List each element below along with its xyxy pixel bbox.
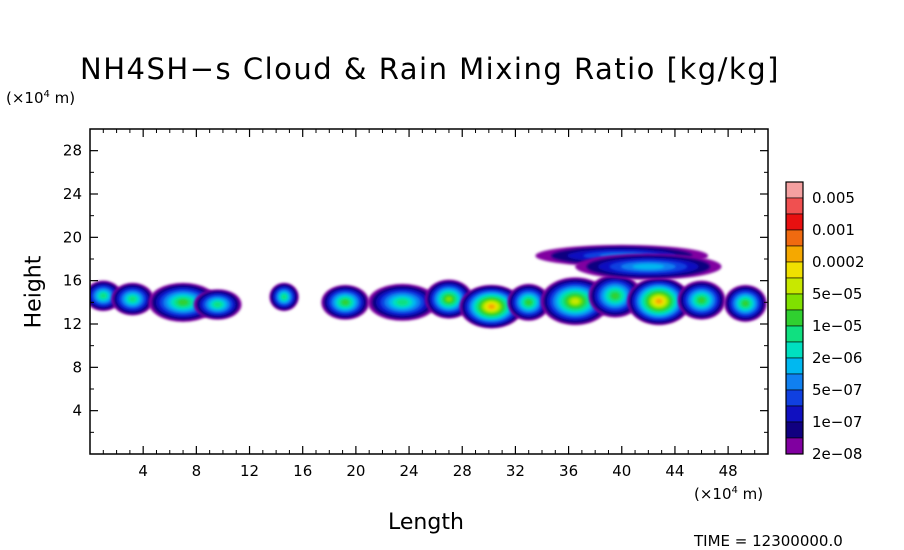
cloud-contour <box>213 301 222 308</box>
x-tick-label: 4 <box>138 462 148 480</box>
cloud-contour <box>281 294 287 300</box>
colorbar-label: 1e−07 <box>812 413 862 431</box>
x-tick-label: 8 <box>192 462 202 480</box>
y-tick-label: 16 <box>63 272 82 290</box>
colorbar-label: 2e−06 <box>812 349 862 367</box>
colorbar-swatch <box>785 309 804 327</box>
x-tick-label: 16 <box>293 462 312 480</box>
cloud-contour <box>525 299 532 306</box>
cloud-contour <box>742 300 749 307</box>
cloud-contour <box>611 292 620 300</box>
cloud-contour <box>632 263 665 270</box>
x-tick-label: 28 <box>453 462 472 480</box>
cloud-contour <box>128 296 137 302</box>
y-tick-label: 8 <box>72 358 82 376</box>
x-tick-label: 48 <box>719 462 738 480</box>
cloud-contour <box>445 296 453 302</box>
colorbar-swatch <box>785 437 804 455</box>
colorbar-swatch <box>785 197 804 215</box>
colorbar-label: 1e−05 <box>812 317 862 335</box>
colorbar-swatch <box>785 325 804 343</box>
colorbar-swatch <box>785 213 804 231</box>
colorbar-label: 5e−05 <box>812 285 862 303</box>
colorbar-swatch <box>785 229 804 247</box>
colorbar-swatch <box>785 389 804 407</box>
time-label: TIME = 12300000.0 <box>694 532 843 550</box>
cloud-contour <box>697 297 706 304</box>
plot-frame <box>89 128 769 455</box>
x-tick-label: 12 <box>240 462 259 480</box>
colorbar-swatch <box>785 293 804 311</box>
colorbar-label: 0.005 <box>812 189 855 207</box>
colorbar-swatch <box>785 277 804 295</box>
y-axis-unit: (×104 m) <box>6 89 76 107</box>
colorbar-label: 0.001 <box>812 221 855 239</box>
cloud-contour <box>655 298 663 304</box>
x-tick-label: 40 <box>612 462 631 480</box>
y-tick-label: 24 <box>63 185 82 203</box>
x-axis-label: Length <box>388 510 464 535</box>
colorbar-swatch <box>785 261 804 279</box>
x-tick-label: 44 <box>665 462 684 480</box>
x-tick-label: 32 <box>506 462 525 480</box>
colorbar-swatch <box>785 405 804 423</box>
x-axis-unit: (×104 m) <box>694 485 764 503</box>
cloud-contour <box>100 293 107 299</box>
y-tick-label: 28 <box>63 142 82 160</box>
colorbar-swatch <box>785 341 804 359</box>
cloud-field <box>90 244 767 329</box>
colorbar-swatch <box>785 181 804 199</box>
x-tick-label: 36 <box>559 462 578 480</box>
cloud-contour <box>570 298 580 305</box>
colorbar-frame <box>785 181 804 455</box>
chart-title: NH4SH−s Cloud & Rain Mixing Ratio [kg/kg… <box>80 52 780 86</box>
colorbar: 0.005 0.001 0.0002 5e−05 1e−05 2e−06 5e−07 1e−0… <box>785 181 865 463</box>
cloud-contour <box>396 299 409 306</box>
colorbar-swatch <box>785 373 804 391</box>
x-tick-label: 20 <box>346 462 365 480</box>
colorbar-swatch <box>785 245 804 263</box>
y-tick-label: 4 <box>72 402 82 420</box>
colorbar-swatch <box>785 357 804 375</box>
cloud-contour <box>488 304 495 309</box>
x-tick-label: 24 <box>400 462 419 480</box>
y-tick-label: 20 <box>63 228 82 246</box>
y-axis-label: Height <box>21 255 47 329</box>
colorbar-label: 0.0002 <box>812 253 865 271</box>
cloud-contour <box>177 299 189 306</box>
colorbar-swatch <box>785 421 804 439</box>
colorbar-label: 2e−08 <box>812 445 862 463</box>
cloud-contour <box>341 299 349 305</box>
colorbar-label: 5e−07 <box>812 381 862 399</box>
y-tick-label: 12 <box>63 315 82 333</box>
